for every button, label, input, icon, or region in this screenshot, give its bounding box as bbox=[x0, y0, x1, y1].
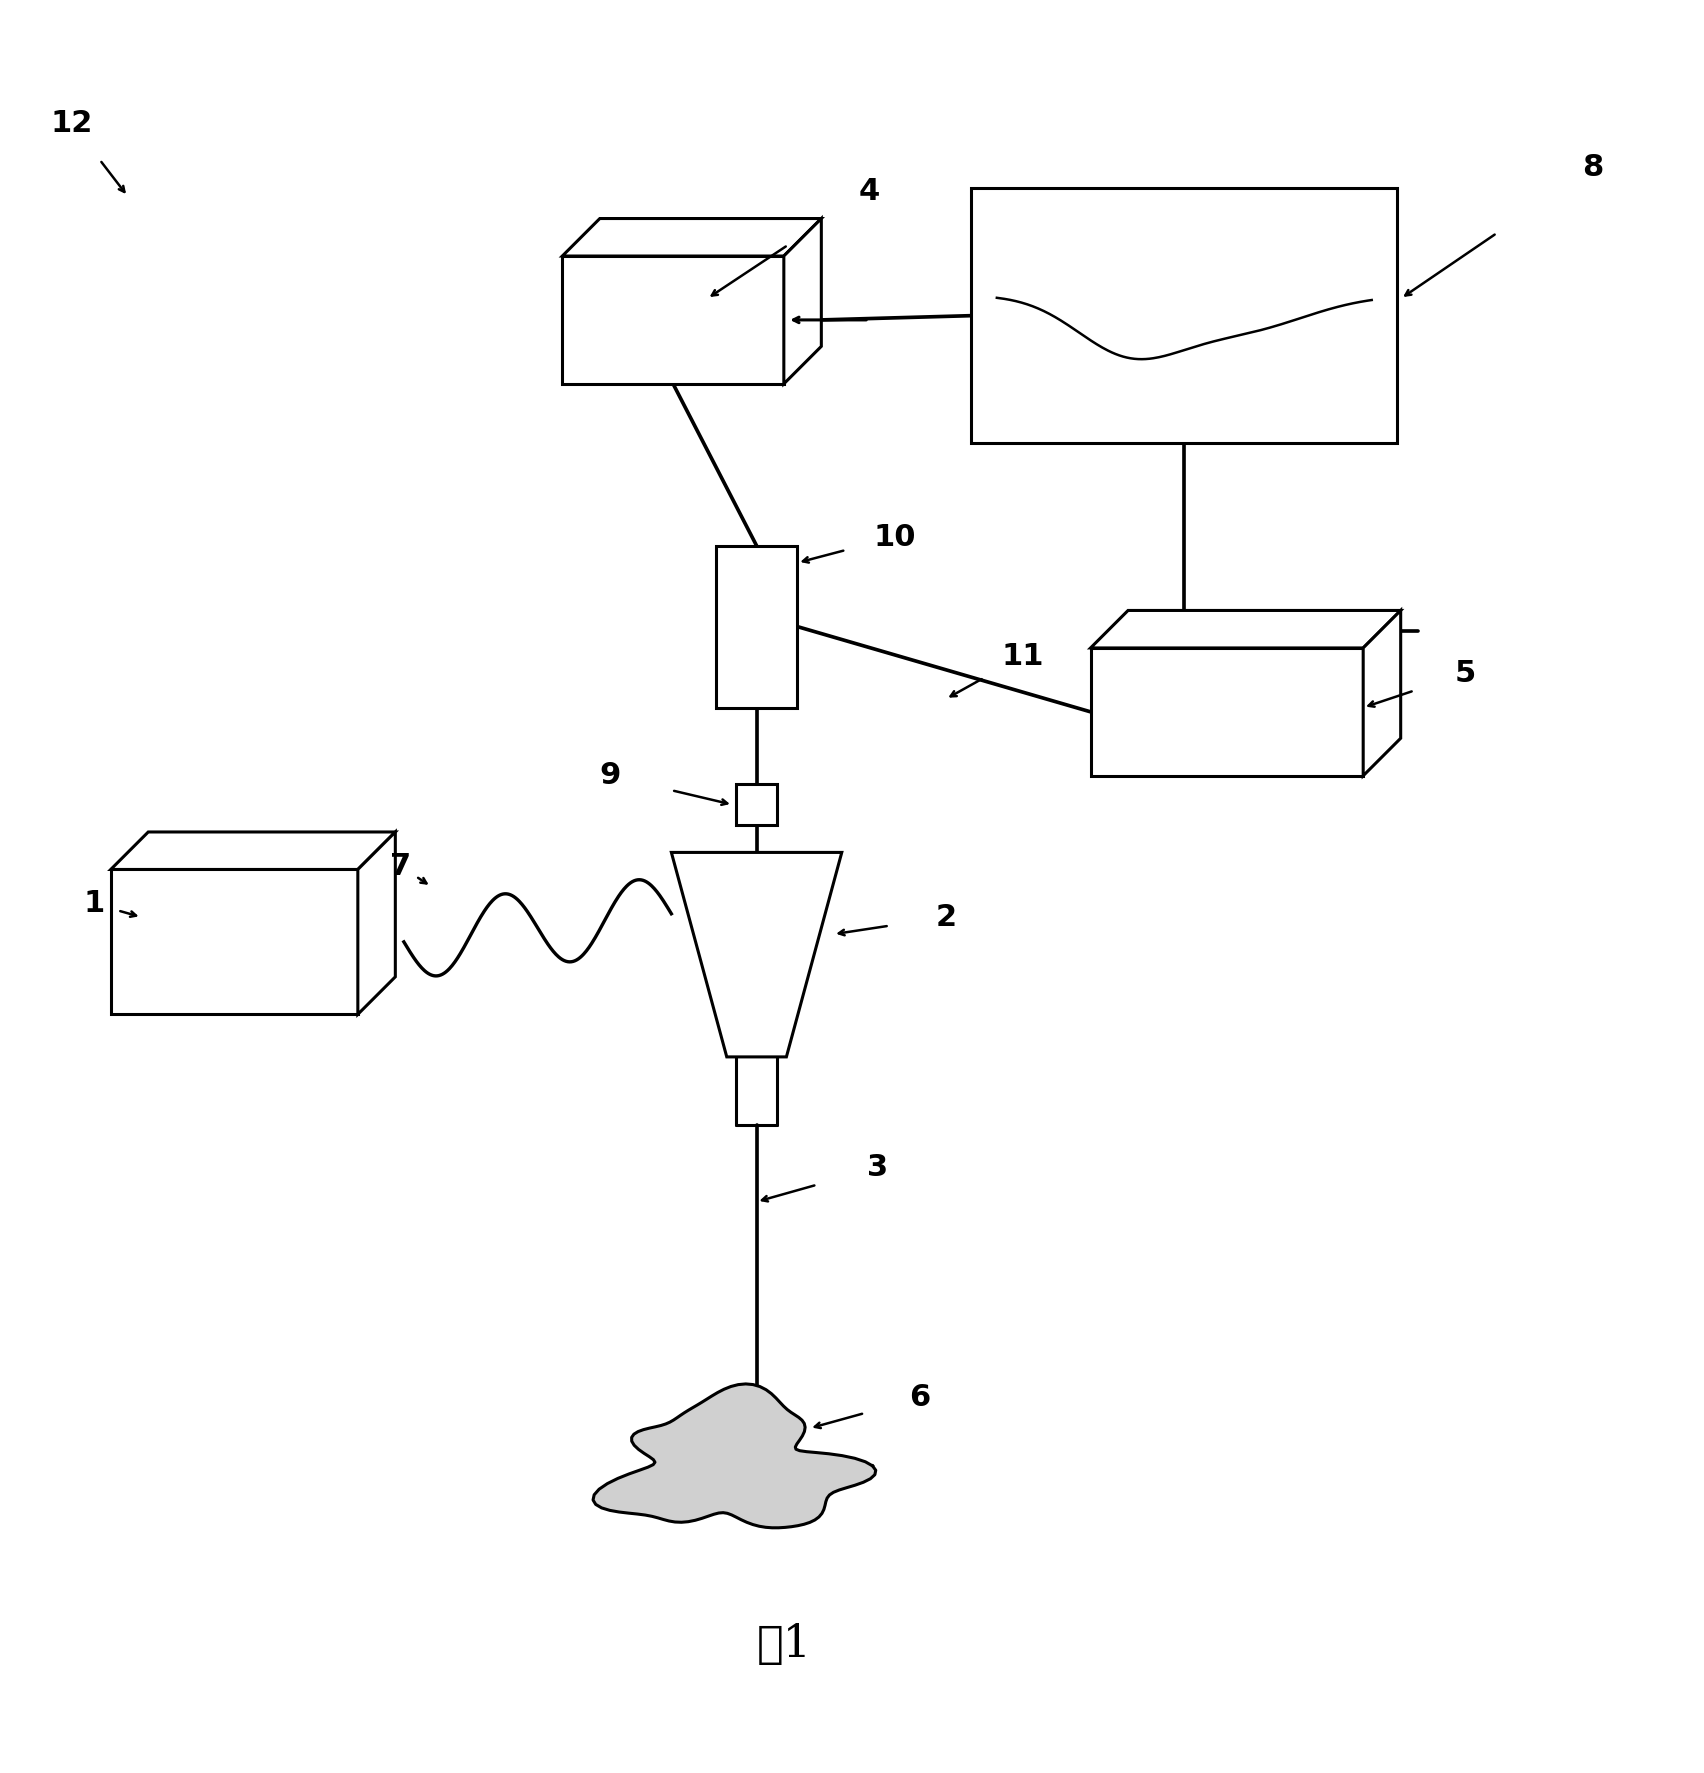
Text: 4: 4 bbox=[859, 177, 879, 206]
Text: 7: 7 bbox=[390, 851, 411, 881]
Polygon shape bbox=[671, 853, 842, 1057]
Polygon shape bbox=[111, 869, 358, 1014]
Text: 6: 6 bbox=[910, 1383, 930, 1413]
Text: 9: 9 bbox=[600, 761, 620, 791]
Bar bbox=[736, 784, 777, 824]
Polygon shape bbox=[562, 218, 821, 255]
Text: 3: 3 bbox=[867, 1152, 888, 1183]
Text: 11: 11 bbox=[1002, 642, 1043, 670]
Polygon shape bbox=[1091, 610, 1401, 647]
Text: 12: 12 bbox=[51, 108, 92, 138]
Text: 5: 5 bbox=[1455, 660, 1476, 688]
Polygon shape bbox=[562, 255, 784, 383]
Polygon shape bbox=[593, 1385, 876, 1528]
Bar bbox=[716, 546, 797, 707]
Polygon shape bbox=[111, 832, 395, 869]
Text: 8: 8 bbox=[1583, 152, 1603, 183]
Text: 2: 2 bbox=[935, 902, 956, 931]
Polygon shape bbox=[1363, 610, 1401, 777]
Text: 1: 1 bbox=[83, 888, 104, 918]
Text: 10: 10 bbox=[874, 523, 915, 551]
Polygon shape bbox=[784, 218, 821, 383]
Polygon shape bbox=[358, 832, 395, 1014]
Bar bbox=[971, 188, 1397, 443]
Polygon shape bbox=[1091, 647, 1363, 777]
Text: 图1: 图1 bbox=[757, 1624, 811, 1667]
